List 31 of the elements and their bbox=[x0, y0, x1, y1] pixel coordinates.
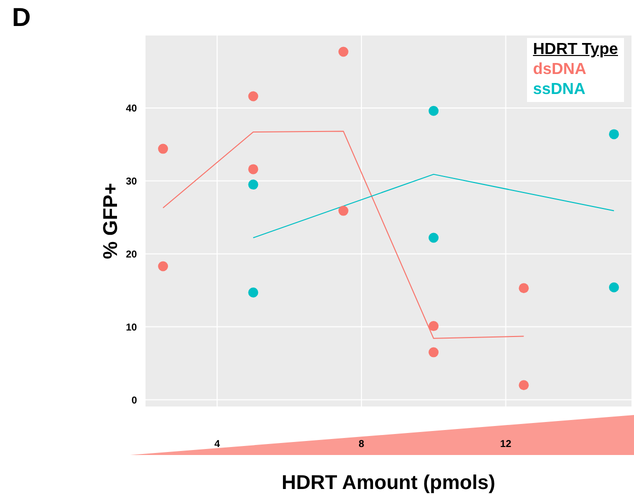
y-tick-label: 40 bbox=[126, 103, 138, 114]
point bbox=[428, 106, 439, 116]
legend-title: HDRT Type bbox=[532, 40, 618, 60]
point bbox=[248, 287, 258, 298]
y-tick-label: 0 bbox=[131, 395, 138, 406]
y-axis-title: % GFP+ bbox=[100, 182, 122, 260]
point bbox=[248, 180, 258, 190]
point bbox=[158, 144, 168, 154]
chart-title: D bbox=[12, 2, 31, 33]
point bbox=[338, 46, 348, 57]
line-series bbox=[162, 130, 524, 339]
x-axis-title: HDRT Amount (pmols) bbox=[282, 472, 496, 494]
point bbox=[608, 282, 619, 292]
y-tick-label: 10 bbox=[126, 322, 138, 334]
x-tick-label: 4 bbox=[214, 439, 220, 450]
point bbox=[518, 380, 529, 390]
point bbox=[338, 206, 348, 216]
point bbox=[428, 232, 439, 243]
point bbox=[428, 347, 439, 358]
text: dsDNA bbox=[532, 60, 588, 80]
point bbox=[248, 164, 258, 174]
point bbox=[248, 91, 258, 102]
point bbox=[428, 321, 439, 332]
point bbox=[608, 129, 619, 140]
x-tick-label: 12 bbox=[500, 439, 512, 450]
point bbox=[518, 283, 529, 294]
y-tick-label: 20 bbox=[126, 249, 138, 260]
text: ssDNA bbox=[532, 80, 586, 100]
x-tick-label: 8 bbox=[358, 439, 365, 450]
point bbox=[158, 261, 168, 272]
y-tick-label: 30 bbox=[126, 176, 138, 188]
